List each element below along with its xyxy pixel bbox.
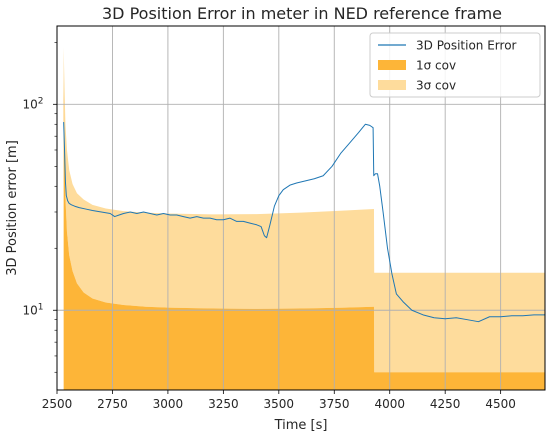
x-axis: 2500 2750 3000 3250 3500 3750 4000 4250 4500 bbox=[42, 390, 516, 411]
legend-swatch-1 bbox=[378, 60, 406, 70]
y-tick-label-1: 102 bbox=[22, 96, 43, 111]
y-tick-label-0: 101 bbox=[22, 302, 43, 317]
x-tick-label-3: 3250 bbox=[208, 397, 239, 411]
series-line-0 bbox=[63, 122, 545, 323]
legend-label-2: 3σ cov bbox=[416, 79, 456, 93]
chart-title: 3D Position Error in meter in NED refere… bbox=[102, 4, 502, 23]
legend: 3D Position Error 1σ cov 3σ cov bbox=[369, 32, 541, 98]
legend-label-1: 1σ cov bbox=[416, 59, 456, 73]
legend-swatch-2 bbox=[378, 80, 406, 90]
plot-frame bbox=[56, 25, 546, 391]
y-axis: 101 102 bbox=[22, 42, 57, 373]
x-tick-label-0: 2500 bbox=[42, 397, 73, 411]
legend-label-0: 3D Position Error bbox=[416, 39, 517, 53]
x-tick-label-1: 2750 bbox=[97, 397, 128, 411]
x-tick-label-5: 3750 bbox=[319, 397, 350, 411]
x-tick-label-8: 4500 bbox=[485, 397, 516, 411]
legend-box bbox=[369, 32, 541, 98]
plot-line bbox=[63, 122, 545, 323]
plot-bands bbox=[63, 46, 546, 391]
x-tick-label-6: 4000 bbox=[374, 397, 405, 411]
y-axis-label: 3D Position error [m] bbox=[5, 140, 20, 276]
x-axis-label: Time [s] bbox=[274, 418, 328, 433]
band-1 bbox=[63, 65, 546, 391]
x-tick-label-4: 3500 bbox=[264, 397, 295, 411]
x-tick-label-7: 4250 bbox=[430, 397, 461, 411]
band-2 bbox=[63, 46, 546, 373]
x-tick-label-2: 3000 bbox=[153, 397, 184, 411]
